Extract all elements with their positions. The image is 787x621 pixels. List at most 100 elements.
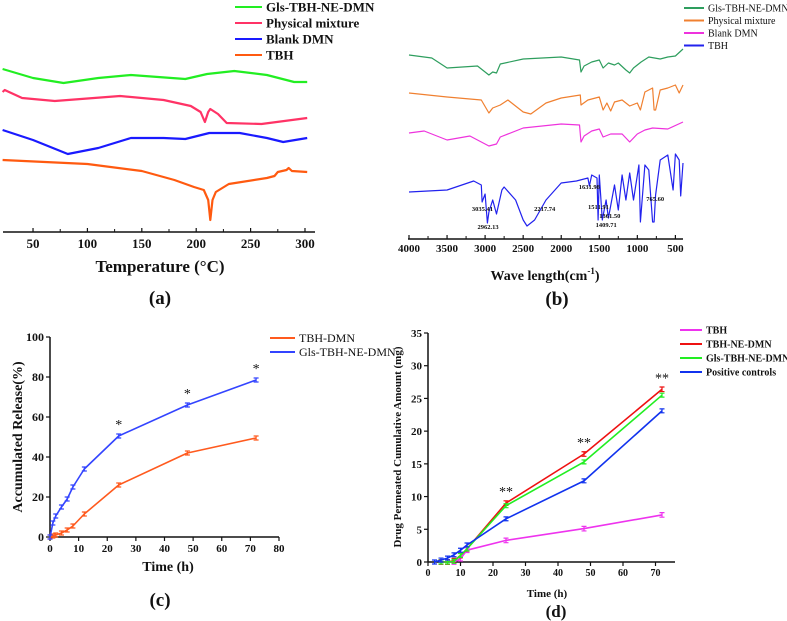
- series-line-positive-controls: [434, 410, 663, 563]
- error-bar: [659, 408, 665, 414]
- legend-label: Positive controls: [706, 368, 776, 379]
- x-tick-label: 40: [159, 543, 171, 555]
- legend-label: TBH: [266, 48, 293, 63]
- x-tick-label: 20: [488, 568, 498, 579]
- error-bar: [64, 496, 70, 502]
- error-bar: [50, 520, 56, 526]
- series-line-blank-dmn: [2, 128, 308, 156]
- panel-c-release: Time (h) (c) Accumulated Release(%) 0 10 2…: [11, 330, 396, 611]
- legend-label: TBH-DMN: [299, 331, 355, 345]
- error-bar: [581, 525, 587, 532]
- error-bar: [659, 512, 665, 518]
- x-tick-label: 10: [73, 543, 85, 555]
- error-bar: [464, 542, 470, 548]
- x-tick-label: 2500: [512, 243, 535, 255]
- peak-annotation: 2217.74: [534, 206, 556, 213]
- y-tick-label: 0: [417, 557, 423, 569]
- error-bar: [253, 377, 259, 383]
- y-tick-label: 35: [411, 328, 423, 340]
- y-tick-label: 40: [32, 450, 44, 464]
- x-tick-label: 250: [241, 236, 261, 251]
- x-tick-label: 0: [426, 568, 431, 579]
- x-tick-label: 30: [521, 568, 531, 579]
- x-tick-label: 150: [132, 236, 152, 251]
- significance-marker: *: [115, 418, 122, 433]
- series-line-tbh: [441, 514, 663, 563]
- series-line-gls-tbh-ne-dmn: [441, 394, 663, 563]
- series-line-tbh: [2, 158, 308, 222]
- series-line-tbh: [408, 153, 684, 227]
- panel-b-xlabel: Wave length(cm-1): [491, 266, 600, 284]
- panel-d-permeation: Time (h) (d) Drug Permeated Cumulative A…: [392, 326, 787, 621]
- series-line-physical-mixture: [408, 84, 684, 115]
- legend-label: Physical mixture: [708, 16, 776, 27]
- x-tick-label: 80: [274, 543, 286, 555]
- error-bar: [503, 537, 509, 544]
- x-tick-label: 50: [188, 543, 200, 555]
- error-bar: [53, 513, 59, 519]
- x-tick-label: 50: [586, 568, 596, 579]
- legend-label: Blank DMN: [708, 29, 758, 40]
- panel-b-ftir: Wave length(cm-1) (b) 4000 3500 3000 2500 20…: [398, 4, 787, 311]
- error-bar: [503, 503, 509, 509]
- series-line-physical-mixture: [1, 88, 308, 126]
- x-tick-label: 2000: [550, 243, 573, 255]
- series-line-gls-tbh-ne-dmn: [408, 48, 684, 76]
- error-bar: [81, 466, 87, 472]
- error-bar: [581, 478, 587, 484]
- y-tick-label: 10: [411, 492, 423, 504]
- error-bar: [70, 523, 76, 529]
- error-bar: [58, 504, 64, 510]
- panel-b-label: (b): [545, 289, 568, 310]
- panel-a-dsc: Temperature (°C) (a) 50 100 150 200 250 300 Gl…: [1, 0, 375, 309]
- error-bar: [64, 527, 70, 533]
- error-bar: [81, 511, 87, 517]
- error-bar: [58, 530, 64, 536]
- xlabel-main: Wave length(cm: [491, 269, 588, 284]
- error-bar: [53, 532, 59, 538]
- panel-c-ylabel: Accumulated Release(%): [11, 361, 26, 513]
- legend-label: Gls-TBH-NE-DMN: [299, 345, 396, 359]
- peak-annotation: 1511.91: [588, 204, 609, 211]
- x-tick-label: 3500: [436, 243, 459, 255]
- error-bar: [581, 459, 587, 465]
- legend-label: Blank DMN: [266, 32, 334, 47]
- series-line-tbh-dmn: [49, 437, 257, 538]
- error-bar: [451, 552, 457, 558]
- error-bar: [70, 484, 76, 490]
- legend-label: Gls-TBH-NE-DMN: [708, 4, 787, 15]
- panel-d-label: (d): [546, 602, 567, 621]
- significance-marker: **: [499, 485, 513, 500]
- error-bar: [458, 552, 463, 559]
- series-line-gls-tbh-ne-dmn: [49, 379, 257, 538]
- error-bar: [116, 482, 122, 488]
- x-tick-label: 1500: [588, 243, 611, 255]
- legend-label: TBH: [708, 41, 728, 52]
- x-tick-label: 0: [47, 543, 53, 555]
- error-bar: [445, 555, 450, 561]
- legend-label: Gls-TBH-NE-DMN: [266, 0, 375, 15]
- x-tick-label: 60: [618, 568, 628, 579]
- x-tick-label: 300: [295, 236, 315, 251]
- panel-c-label: (c): [149, 590, 170, 611]
- x-tick-label: 30: [130, 543, 142, 555]
- error-bar: [253, 435, 259, 441]
- error-bar: [503, 516, 509, 522]
- peak-annotation: 2962.13: [477, 224, 499, 231]
- y-tick-label: 60: [32, 410, 44, 424]
- error-bar: [184, 402, 190, 408]
- error-bar: [659, 392, 665, 398]
- legend-label: TBH-NE-DMN: [706, 340, 772, 351]
- error-bar: [432, 559, 437, 565]
- peak-annotation: 1409.71: [596, 222, 617, 229]
- x-tick-label: 500: [667, 243, 684, 255]
- significance-marker: **: [655, 371, 669, 386]
- significance-marker: **: [577, 436, 591, 451]
- y-tick-label: 20: [32, 490, 44, 504]
- series-line-blank-dmn: [408, 121, 684, 147]
- error-bar: [451, 558, 457, 564]
- legend-label: TBH: [706, 326, 727, 337]
- peak-annotation: 1631.98: [579, 184, 601, 191]
- y-tick-label: 30: [411, 361, 423, 373]
- error-bar: [116, 433, 122, 439]
